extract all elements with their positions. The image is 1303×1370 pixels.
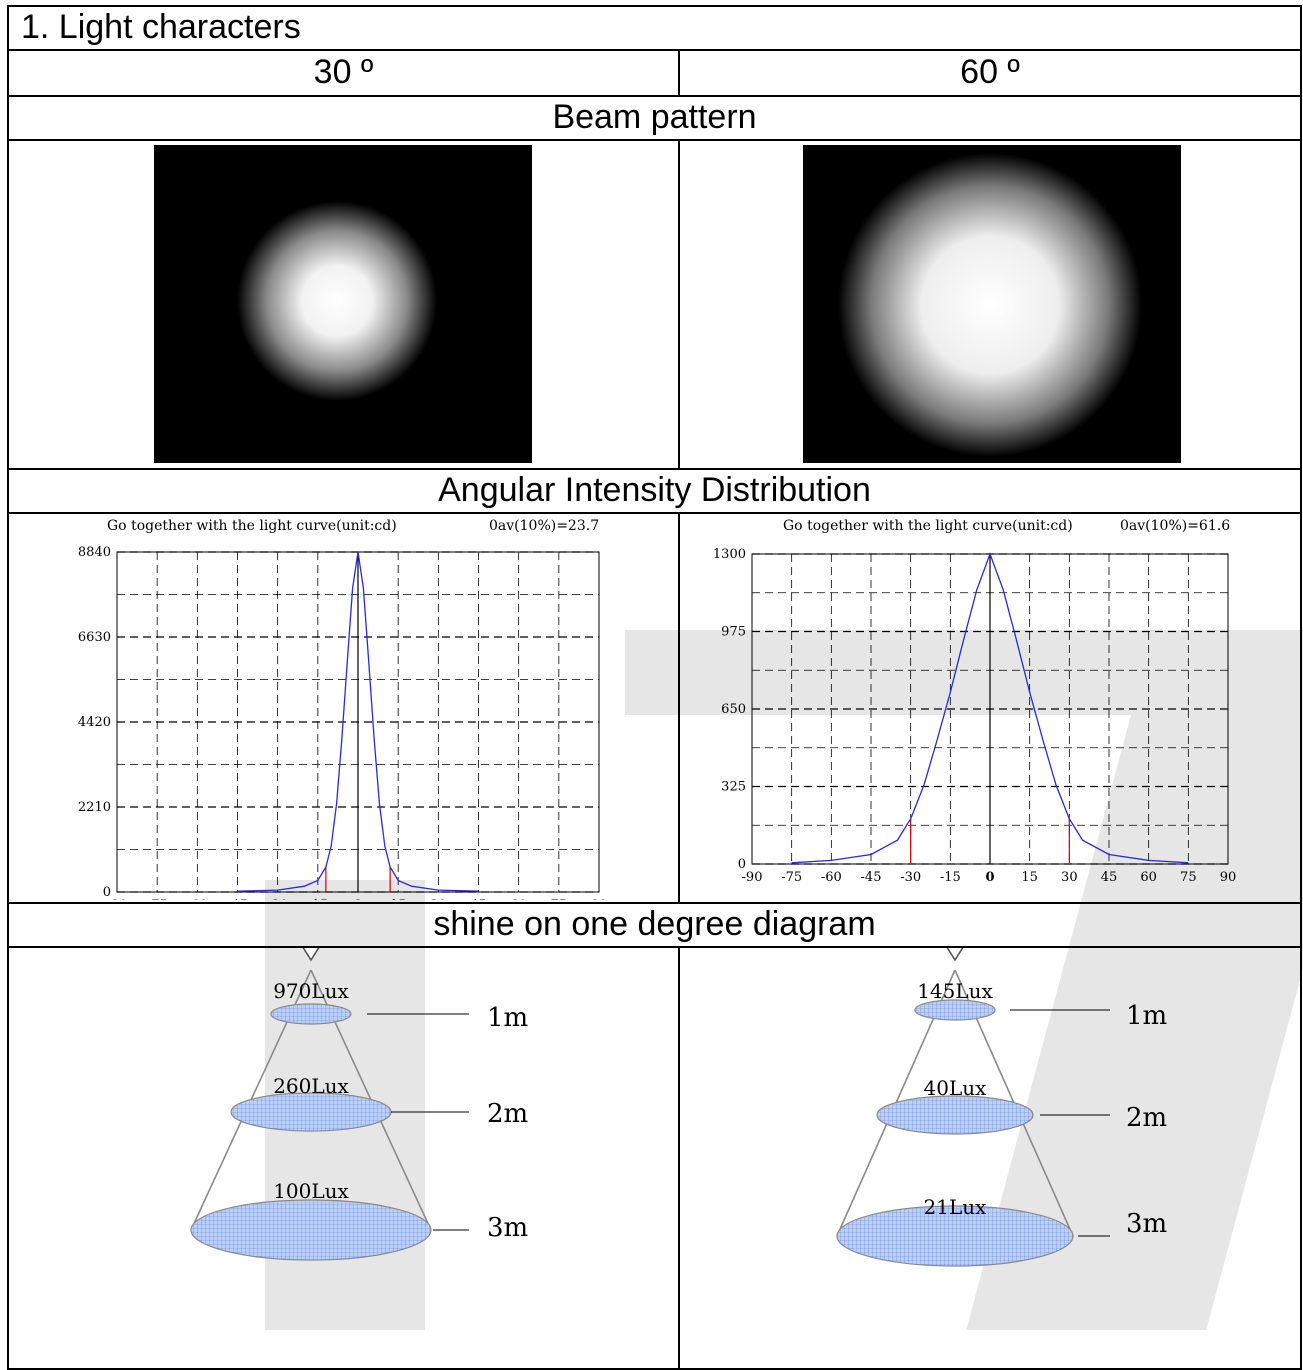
shine-cone-60: 145Lux 1m 40Lux 2m 21Lux 3m bbox=[836, 948, 1167, 1267]
lux-label: 970Lux bbox=[273, 979, 349, 1003]
x-tick-label: 45 bbox=[1101, 870, 1118, 885]
column-30-degree: 30 º bbox=[7, 49, 680, 97]
x-tick-label: 30 bbox=[1061, 870, 1078, 885]
x-tick-label: 30 bbox=[430, 898, 447, 900]
y-tick-label: 1300 bbox=[713, 547, 746, 562]
x-tick-label: -45 bbox=[227, 898, 248, 900]
distance-label: 2m bbox=[487, 1099, 528, 1129]
chart-title: Go together with the light curve(unit:cd… bbox=[107, 518, 397, 534]
chart-annotation: 0av(10%)=61.6 bbox=[1120, 518, 1230, 534]
beam-pattern-30-image bbox=[154, 145, 532, 463]
x-tick-label: 60 bbox=[510, 898, 527, 900]
distance-label: 3m bbox=[1126, 1209, 1167, 1239]
illumination-ellipse bbox=[230, 1092, 392, 1132]
x-tick-label: -45 bbox=[861, 870, 882, 885]
shine-diagram-heading: shine on one degree diagram bbox=[6, 902, 1303, 948]
beam-pattern-60-image bbox=[803, 145, 1181, 463]
illumination-ellipse bbox=[836, 1205, 1074, 1267]
beam-cell-60 bbox=[677, 139, 1303, 470]
light-characters-table: 1. Light characters 30 º 60 º Beam patte… bbox=[6, 5, 1303, 1370]
intensity-chart-60: Go together with the light curve(unit:cd… bbox=[713, 518, 1237, 885]
distance-label: 3m bbox=[487, 1213, 528, 1243]
distance-label: 1m bbox=[1126, 1001, 1167, 1031]
x-tick-label: 0 bbox=[985, 870, 994, 885]
section-title: 1. Light characters bbox=[6, 5, 1303, 51]
x-tick-label: -15 bbox=[307, 898, 328, 900]
chart-cell-60: Go together with the light curve(unit:cd… bbox=[677, 512, 1303, 904]
intensity-curve bbox=[791, 552, 1189, 864]
y-tick-label: 325 bbox=[721, 780, 746, 795]
x-tick-label: 15 bbox=[390, 898, 407, 900]
x-tick-label: -30 bbox=[900, 870, 921, 885]
illumination-ellipse bbox=[190, 1199, 432, 1261]
column-60-degree: 60 º bbox=[677, 49, 1303, 97]
illumination-ellipse bbox=[270, 1003, 352, 1025]
y-tick-label: 4420 bbox=[78, 715, 111, 730]
chart-cell-30: Go together with the light curve(unit:cd… bbox=[7, 512, 680, 904]
x-tick-label: -30 bbox=[267, 898, 288, 900]
intensity-chart-30: Go together with the light curve(unit:cd… bbox=[78, 518, 608, 900]
cone-cell-30: 970Lux 1m 260Lux 2m 100Lux 3m bbox=[7, 946, 680, 1370]
x-tick-label: 0 bbox=[353, 898, 362, 900]
lux-label: 100Lux bbox=[273, 1179, 349, 1203]
x-tick-label: 60 bbox=[1140, 870, 1157, 885]
x-tick-label: 90 bbox=[591, 898, 608, 900]
x-tick-label: -15 bbox=[940, 870, 961, 885]
x-tick-label: 75 bbox=[551, 898, 568, 900]
intensity-curve bbox=[237, 551, 479, 892]
shine-cone-30: 970Lux 1m 260Lux 2m 100Lux 3m bbox=[190, 948, 528, 1261]
light-arrow-icon bbox=[946, 948, 964, 962]
x-tick-label: 15 bbox=[1021, 870, 1038, 885]
x-tick-label: -75 bbox=[147, 898, 168, 900]
x-tick-label: -90 bbox=[107, 898, 128, 900]
light-arrow-icon bbox=[302, 948, 320, 962]
x-tick-label: 45 bbox=[470, 898, 487, 900]
lux-label: 145Lux bbox=[917, 979, 993, 1003]
chart-title: Go together with the light curve(unit:cd… bbox=[783, 518, 1073, 534]
cone-cell-60: 145Lux 1m 40Lux 2m 21Lux 3m bbox=[677, 946, 1303, 1370]
illumination-ellipse bbox=[876, 1095, 1034, 1135]
distance-label: 2m bbox=[1126, 1103, 1167, 1133]
lux-label: 260Lux bbox=[273, 1074, 349, 1098]
x-tick-label: 90 bbox=[1220, 870, 1237, 885]
y-tick-label: 0 bbox=[738, 857, 746, 872]
distance-label: 1m bbox=[487, 1003, 528, 1033]
x-tick-label: 75 bbox=[1180, 870, 1197, 885]
y-tick-label: 975 bbox=[721, 625, 746, 640]
x-tick-label: -60 bbox=[821, 870, 842, 885]
lux-label: 40Lux bbox=[924, 1076, 988, 1100]
y-tick-label: 8840 bbox=[78, 545, 111, 560]
y-tick-label: 6630 bbox=[78, 630, 111, 645]
lux-label: 21Lux bbox=[924, 1195, 988, 1219]
y-tick-label: 650 bbox=[721, 702, 746, 717]
x-tick-label: -75 bbox=[781, 870, 802, 885]
illumination-ellipse bbox=[914, 999, 996, 1021]
y-tick-label: 0 bbox=[103, 885, 111, 900]
angular-intensity-heading: Angular Intensity Distribution bbox=[6, 468, 1303, 514]
beam-pattern-heading: Beam pattern bbox=[6, 95, 1303, 141]
x-tick-label: -60 bbox=[187, 898, 208, 900]
beam-cell-30 bbox=[7, 139, 680, 470]
chart-annotation: 0av(10%)=23.7 bbox=[489, 518, 599, 534]
y-tick-label: 2210 bbox=[78, 800, 111, 815]
x-tick-label: -90 bbox=[742, 870, 763, 885]
